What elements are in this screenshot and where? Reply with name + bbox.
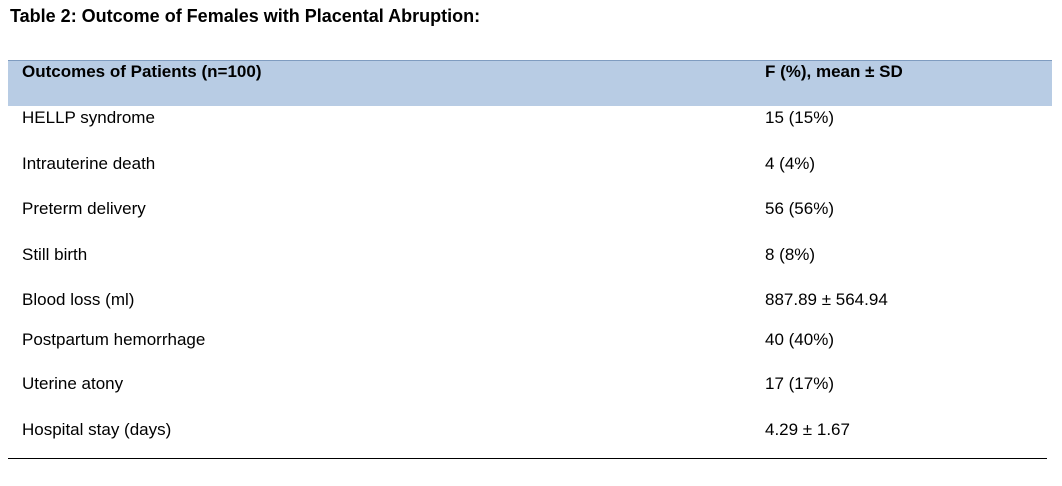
row-label: Hospital stay (days) [22,420,172,439]
bottom-rule [8,458,1047,459]
row-value: 4 (4%) [765,154,816,173]
header-band [8,60,1052,106]
row-value: 40 (40%) [765,330,834,349]
row-value: 4.29 ± 1.67 [765,420,850,439]
row-label: HELLP syndrome [22,108,155,127]
row-label: Intrauterine death [22,154,156,173]
row-value: 56 (56%) [765,199,834,218]
row-label: Still birth [22,245,88,264]
row-label: Preterm delivery [22,199,146,218]
header-cell: Outcomes of Patients (n=100) [22,62,262,81]
row-value: 15 (15%) [765,108,834,127]
header-cell: F (%), mean ± SD [765,62,903,81]
row-label: Blood loss (ml) [22,290,135,309]
row-value: 887.89 ± 564.94 [765,290,888,309]
table-title: Table 2: Outcome of Females with Placent… [10,6,481,26]
row-label: Postpartum hemorrhage [22,330,206,349]
row-value: 8 (8%) [765,245,816,264]
row-value: 17 (17%) [765,374,834,393]
row-label: Uterine atony [22,374,124,393]
